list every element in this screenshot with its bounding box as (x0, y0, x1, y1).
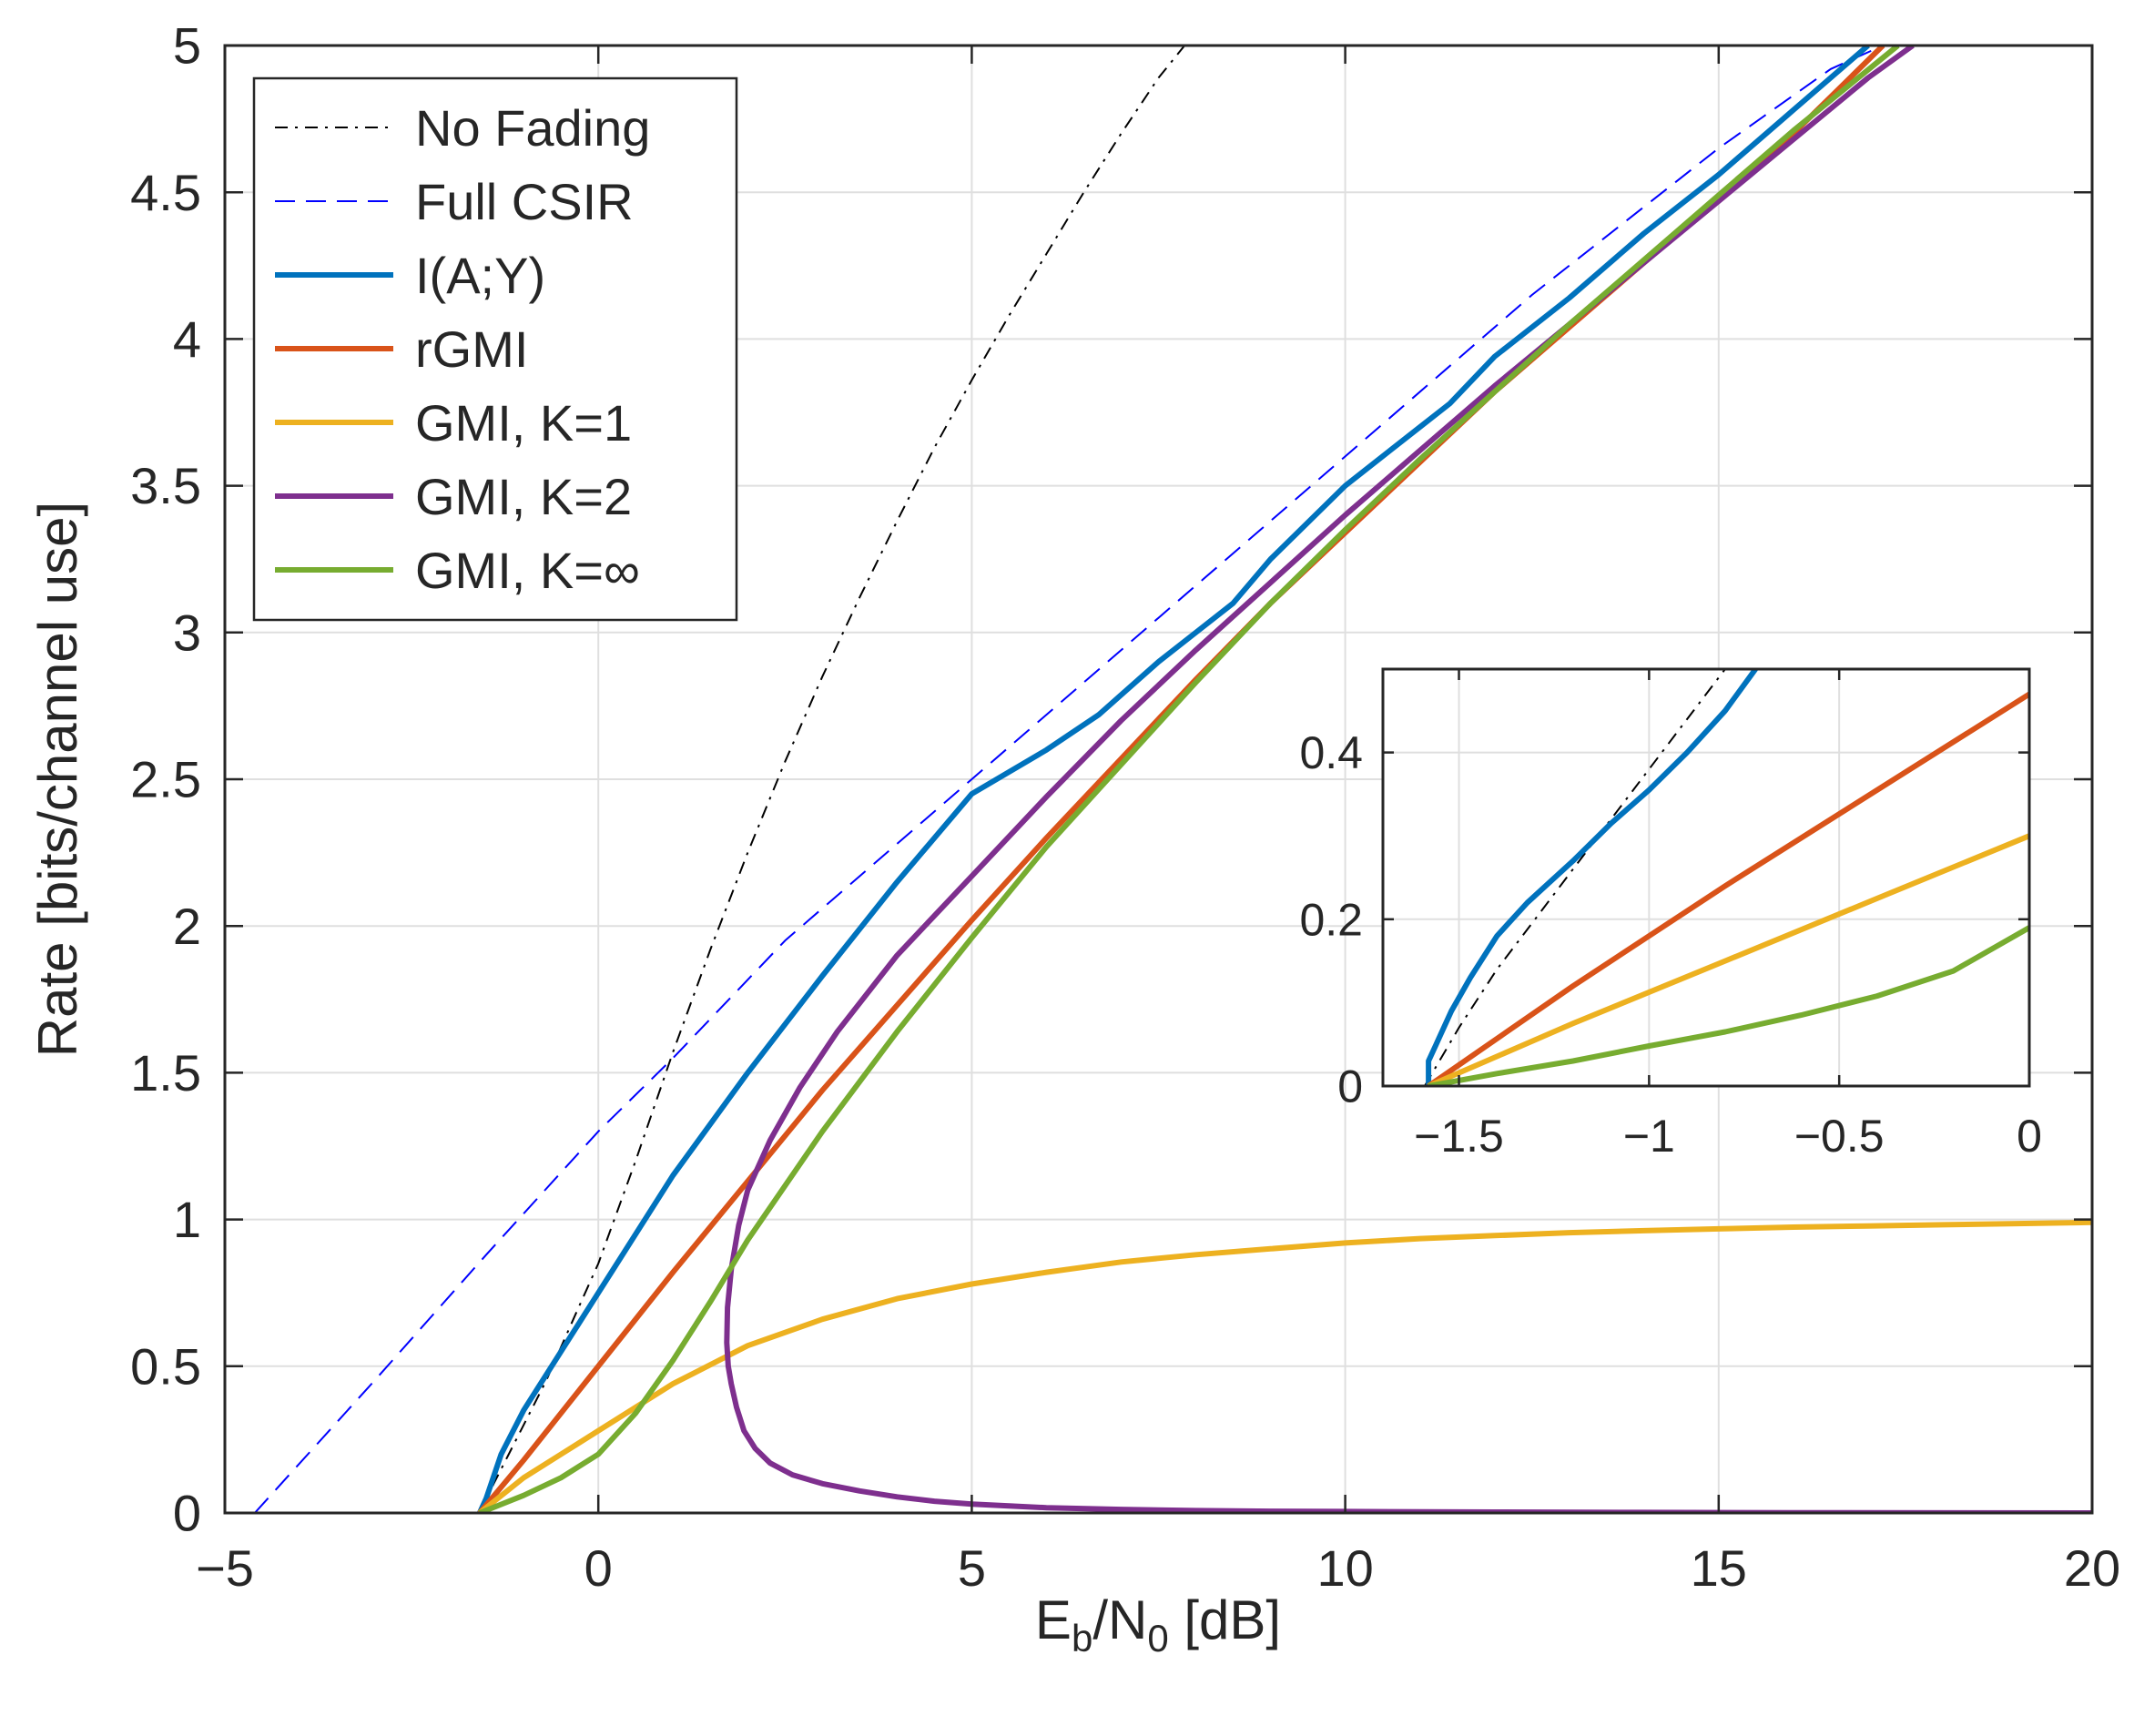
x-axis-label-base: E (1035, 1589, 1072, 1650)
main-series-gmi-k (478, 46, 1900, 1513)
main-y-tick-label: 0 (173, 1485, 201, 1542)
inset-x-tick-label: −1.5 (1414, 1111, 1504, 1162)
main-x-tick-label: 20 (2064, 1539, 2120, 1597)
legend: No Fading Full CSIR I(A;Y) rGMI GMI, K=1 GMI,… (252, 76, 738, 622)
inset-x-tick-label: 0 (2017, 1111, 2042, 1162)
x-axis-label: Eb/N0 [dB] (1035, 1589, 1281, 1660)
main-y-tick-label: 1 (173, 1191, 201, 1248)
inset-axes: −1.5 −1 −0.5 0 0 0.2 0.4 (1299, 667, 2042, 1162)
main-y-tick-label: 4.5 (130, 164, 201, 221)
main-y-tick-label: 1.5 (130, 1044, 201, 1101)
legend-label-gmi-k-1: GMI, K=1 (415, 394, 632, 452)
inset-series-no-fading (1424, 669, 1726, 1086)
main-x-tick-label: −5 (196, 1539, 254, 1597)
inset-series-rgmi (1427, 691, 2029, 1086)
main-y-tick-label: 2 (173, 898, 201, 955)
legend-label-rgmi: rGMI (415, 320, 528, 378)
main-y-tick-label: 3 (173, 604, 201, 661)
inset-axes-box (1381, 667, 2031, 1088)
main-series-i-a-y (477, 46, 1870, 1513)
x-axis-label-sub2: 0 (1147, 1617, 1168, 1660)
x-axis-label-sub1: b (1072, 1617, 1092, 1660)
main-x-tick-label: 10 (1316, 1539, 1373, 1597)
inset-series-gmi-k (1428, 925, 2029, 1086)
y-axis-label: Rate [bits/channel use] (27, 502, 88, 1057)
legend-label-gmi-k-2: GMI, K=2 (415, 468, 632, 525)
inset-series-i-a-y (1426, 669, 1758, 1086)
main-series (254, 46, 2092, 1513)
x-axis-label-mid: /N (1092, 1589, 1147, 1650)
main-y-tick-label: 4 (173, 310, 201, 368)
x-axis-label-tail: [dB] (1169, 1589, 1281, 1650)
main-x-tick-label: 15 (1691, 1539, 1747, 1597)
main-y-tick-label: 2.5 (130, 751, 201, 808)
main-x-tick-label: 5 (958, 1539, 986, 1597)
main-series-gmi-k-2 (724, 46, 2092, 1513)
main-series-no-fading (478, 46, 1185, 1513)
legend-label-gmi-k: GMI, K=∞ (415, 542, 640, 599)
main-y-tick-label: 5 (173, 17, 201, 75)
legend-label-no-fading: No Fading (415, 99, 650, 157)
legend-label-full-csir: Full CSIR (415, 173, 634, 230)
inset-y-tick-label: 0 (1337, 1061, 1363, 1112)
inset-series (1424, 669, 2029, 1086)
inset-x-tick-label: −1 (1623, 1111, 1675, 1162)
main-series-full-csir (254, 46, 1884, 1513)
main-x-tick-label: 0 (584, 1539, 613, 1597)
inset-series-gmi-k-1 (1427, 833, 2029, 1086)
inset-ticks: −1.5 −1 −0.5 0 0 0.2 0.4 (1299, 669, 2042, 1162)
inset-y-tick-label: 0.4 (1299, 727, 1363, 778)
main-series-gmi-k-1 (477, 1219, 2092, 1513)
legend-label-i-a-y: I(A;Y) (415, 247, 545, 304)
legend-entries: No Fading Full CSIR I(A;Y) rGMI GMI, K=1 GMI,… (275, 99, 650, 599)
inset-x-tick-label: −0.5 (1794, 1111, 1885, 1162)
inset-y-tick-label: 0.2 (1299, 894, 1363, 945)
main-y-tick-label: 0.5 (130, 1337, 201, 1395)
main-y-tick-label: 3.5 (130, 457, 201, 514)
